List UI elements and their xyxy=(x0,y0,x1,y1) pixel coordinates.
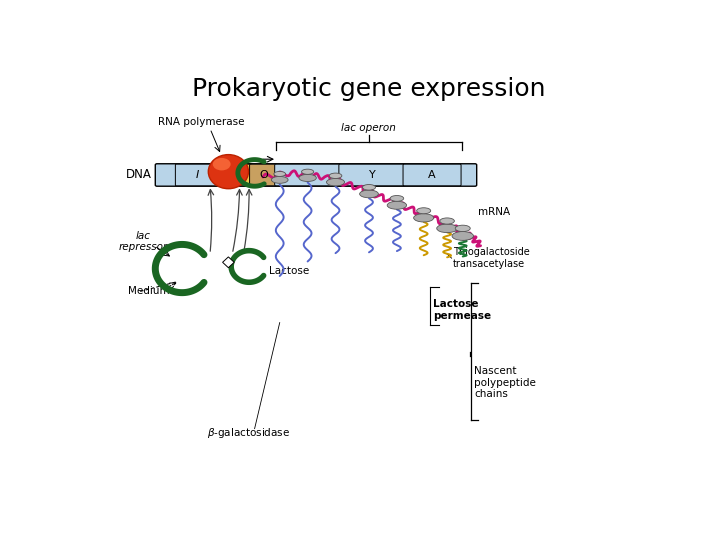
Ellipse shape xyxy=(299,174,316,181)
Ellipse shape xyxy=(437,224,457,233)
Text: Thiogalactoside
transacetylase: Thiogalactoside transacetylase xyxy=(453,247,529,269)
Text: O: O xyxy=(259,170,268,180)
Text: Prokaryotic gene expression: Prokaryotic gene expression xyxy=(192,77,546,102)
FancyBboxPatch shape xyxy=(156,164,477,186)
Text: mRNA: mRNA xyxy=(478,207,510,218)
Ellipse shape xyxy=(455,225,470,232)
Text: lac operon: lac operon xyxy=(341,123,396,133)
Text: Lactose
permease: Lactose permease xyxy=(433,299,491,321)
Ellipse shape xyxy=(359,190,379,198)
Ellipse shape xyxy=(362,185,376,190)
Text: A: A xyxy=(428,170,436,180)
FancyBboxPatch shape xyxy=(217,164,252,186)
Ellipse shape xyxy=(417,208,431,214)
Text: lac
repressor: lac repressor xyxy=(118,231,168,252)
Ellipse shape xyxy=(274,172,286,177)
FancyBboxPatch shape xyxy=(275,164,341,186)
Ellipse shape xyxy=(329,173,342,179)
Ellipse shape xyxy=(213,158,230,171)
Ellipse shape xyxy=(302,169,314,174)
Ellipse shape xyxy=(271,177,288,183)
FancyBboxPatch shape xyxy=(403,164,461,186)
Text: $\beta$-galactosidase: $\beta$-galactosidase xyxy=(207,426,291,440)
Text: Z: Z xyxy=(304,170,312,180)
Text: RNA polymerase: RNA polymerase xyxy=(158,117,245,127)
Text: Nascent
polypeptide
chains: Nascent polypeptide chains xyxy=(474,366,536,400)
Text: Y: Y xyxy=(369,170,375,180)
Text: Medium: Medium xyxy=(127,286,169,296)
Polygon shape xyxy=(222,257,234,268)
FancyBboxPatch shape xyxy=(176,164,220,186)
Ellipse shape xyxy=(208,154,248,188)
Text: DNA: DNA xyxy=(125,168,151,181)
Ellipse shape xyxy=(387,201,407,209)
FancyBboxPatch shape xyxy=(250,164,277,186)
Ellipse shape xyxy=(452,232,474,240)
Ellipse shape xyxy=(440,218,454,224)
Ellipse shape xyxy=(390,195,404,201)
Ellipse shape xyxy=(326,179,345,186)
FancyBboxPatch shape xyxy=(339,164,405,186)
Text: Lactose: Lactose xyxy=(269,266,309,275)
Text: I: I xyxy=(196,170,199,180)
Text: P: P xyxy=(231,170,238,180)
Ellipse shape xyxy=(413,214,433,222)
